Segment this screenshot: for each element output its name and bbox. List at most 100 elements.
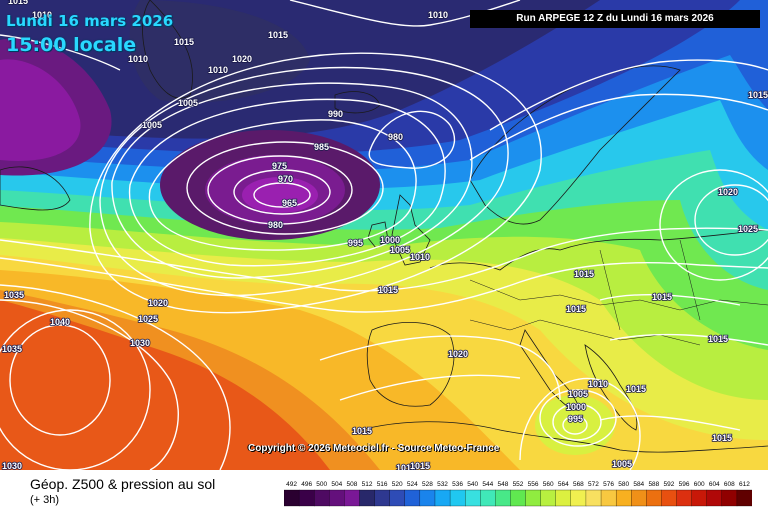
isobars	[0, 0, 768, 470]
isobar-label: 985	[314, 142, 329, 152]
scale-label: 596	[679, 481, 690, 488]
isobar-label: 1010	[396, 463, 416, 470]
isobar-label: 1020	[448, 349, 468, 359]
scale-label: 612	[739, 481, 750, 488]
legend-subtitle: (+ 3h)	[30, 494, 60, 506]
forecast-time: 15:00 locale	[6, 34, 137, 56]
scale-swatch	[495, 489, 511, 507]
scale-swatch	[631, 489, 647, 507]
isobar-label: 1000	[566, 402, 586, 412]
isobar-label: 1020	[148, 298, 168, 308]
scale-label: 604	[709, 481, 720, 488]
scale-label: 552	[513, 481, 524, 488]
scale-swatch	[465, 489, 481, 507]
isobar-label: 1015	[378, 285, 398, 295]
scale-swatch	[510, 489, 526, 507]
scale-swatch	[344, 489, 360, 507]
scale-label: 512	[362, 481, 373, 488]
isobar-label: 1010	[410, 252, 430, 262]
isobar-label: 1020	[718, 187, 738, 197]
color-scale-swatches	[284, 489, 752, 507]
isobar-label: 1005	[142, 120, 162, 130]
isobar-label: 1015	[626, 384, 646, 394]
isobar-label: 1035	[4, 290, 24, 300]
isobar-label: 995	[568, 414, 583, 424]
isobar-label: 1010	[32, 10, 52, 20]
isobar-label: 980	[388, 132, 403, 142]
scale-label: 500	[316, 481, 327, 488]
scale-label: 508	[347, 481, 358, 488]
coastlines	[0, 0, 768, 453]
scale-label: 580	[618, 481, 629, 488]
model-run-banner: Run ARPEGE 12 Z du Lundi 16 mars 2026	[470, 10, 760, 28]
scale-swatch	[480, 489, 496, 507]
scale-label: 492	[286, 481, 297, 488]
map-canvas: 1015 1010 1010 1015 1020 1015 1010 1010 …	[0, 0, 768, 470]
isobar-label: 1010	[588, 379, 608, 389]
isobar-label: 1015	[574, 269, 594, 279]
scale-swatch	[706, 489, 723, 507]
isobar-label: 1015	[566, 304, 586, 314]
isobar-label: 1015	[410, 461, 430, 470]
scale-swatch	[736, 489, 752, 507]
scale-label: 504	[331, 481, 342, 488]
scale-swatch	[374, 489, 391, 507]
scale-label: 556	[528, 481, 539, 488]
isobar-label: 1015	[748, 90, 768, 100]
forecast-date: Lundi 16 mars 2026	[6, 12, 174, 30]
isobar-label: 1015	[174, 37, 194, 47]
isobar-label: 1015	[8, 0, 28, 6]
scale-label: 564	[558, 481, 569, 488]
scale-swatch	[419, 489, 436, 507]
scale-label: 524	[407, 481, 418, 488]
isobar-label: 980	[268, 220, 283, 230]
scale-swatch	[449, 489, 466, 507]
scale-label: 576	[603, 481, 614, 488]
scale-label: 608	[724, 481, 735, 488]
scale-swatch	[661, 489, 677, 507]
isobar-label: 990	[328, 109, 343, 119]
scale-swatch	[721, 489, 738, 507]
scale-label: 520	[392, 481, 403, 488]
scale-swatch	[585, 489, 602, 507]
scale-swatch	[329, 489, 345, 507]
isobar-label: 1030	[130, 338, 150, 348]
isobar-label: 970	[278, 174, 293, 184]
isobar-label: 1010	[208, 65, 228, 75]
isobar-label: 1010	[128, 54, 148, 64]
isobar-label: 1035	[2, 344, 22, 354]
isobar-label: 1015	[652, 292, 672, 302]
isobar-labels: 1015 1010 1010 1015 1020 1015 1010 1010 …	[1, 0, 768, 470]
color-scale-labels: 492 496 500 504 508 512 516 520 524 528 532 536 540 5…	[286, 481, 750, 488]
scale-swatch	[691, 489, 708, 507]
scale-swatch	[600, 489, 617, 507]
scale-label: 588	[648, 481, 659, 488]
scale-swatch	[676, 489, 693, 507]
isobar-label: 1010	[428, 10, 448, 20]
scale-label: 516	[377, 481, 388, 488]
scale-swatch	[404, 489, 421, 507]
scale-label: 528	[422, 481, 433, 488]
isobar-label: 975	[272, 161, 287, 171]
legend-title: Géop. Z500 & pression au sol	[30, 476, 216, 492]
scale-swatch	[298, 489, 315, 507]
isobar-label: 1015	[352, 426, 372, 436]
isobar-label: 1015	[708, 334, 728, 344]
color-scale: 492 496 500 504 508 512 516 520 524 528 532 536 540 5…	[284, 481, 752, 507]
isobar-label: 965	[282, 198, 297, 208]
scale-swatch	[284, 489, 300, 507]
scale-label: 548	[497, 481, 508, 488]
scale-label: 568	[573, 481, 584, 488]
scale-label: 572	[588, 481, 599, 488]
isobar-label: 1005	[390, 245, 410, 255]
scale-label: 532	[437, 481, 448, 488]
isobar-label: 1025	[138, 314, 158, 324]
scale-label: 560	[543, 481, 554, 488]
scale-swatch	[646, 489, 662, 507]
scale-label: 600	[694, 481, 705, 488]
scale-label: 544	[482, 481, 493, 488]
isobar-label: 1005	[612, 459, 632, 469]
isobar-label: 1005	[568, 389, 588, 399]
scale-swatch	[540, 489, 557, 507]
